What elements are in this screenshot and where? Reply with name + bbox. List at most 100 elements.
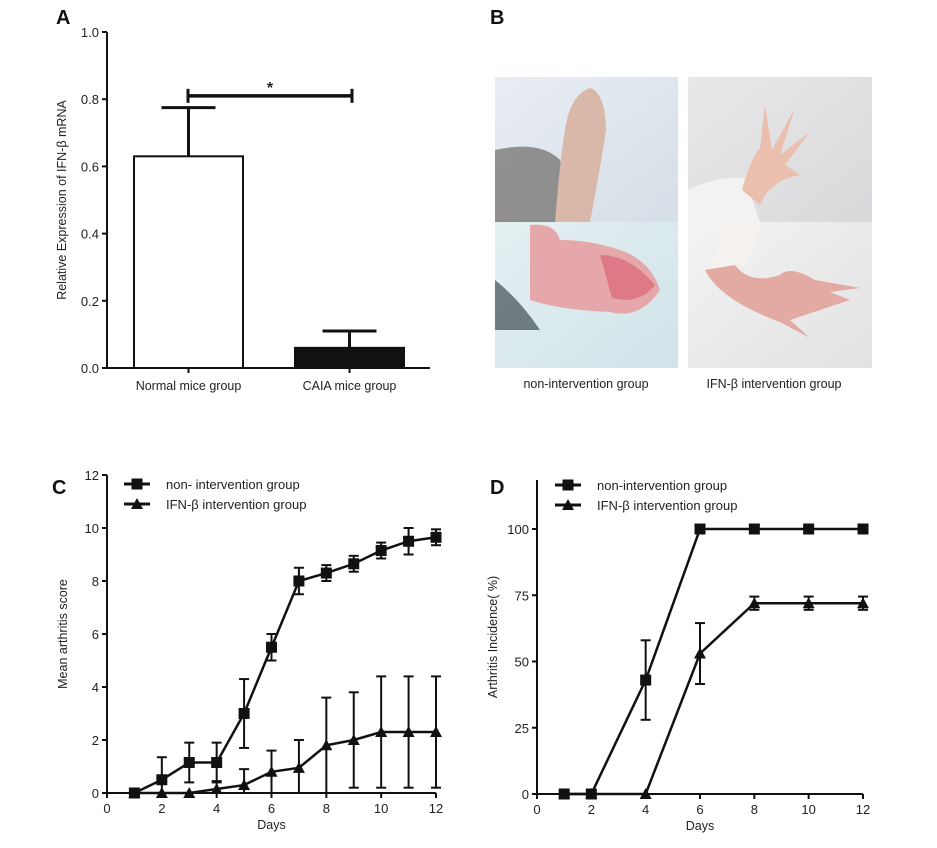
photo-non-intervention-top xyxy=(495,77,678,222)
x-tick-label: 4 xyxy=(642,802,649,817)
data-point xyxy=(402,726,415,738)
data-point xyxy=(155,787,168,798)
panel-label-d: D xyxy=(490,477,504,499)
x-tick-label: 4 xyxy=(213,801,220,816)
x-tick-label: 12 xyxy=(856,802,870,817)
data-point xyxy=(857,597,869,609)
panel-label-c: C xyxy=(52,477,66,499)
x-tick-label: 10 xyxy=(374,801,388,816)
y-tick-label: 0.2 xyxy=(81,294,99,309)
x-tick-label: 6 xyxy=(696,802,703,817)
x-axis-label: Days xyxy=(257,818,285,832)
panel-a-bar-chart: 0.0 0.2 0.4 0.6 0.8 1.0 Relative Expression of… xyxy=(55,25,430,393)
y-tick-label: 0.6 xyxy=(81,159,99,174)
data-point xyxy=(694,523,706,535)
photo-ifn-intervention-bottom xyxy=(688,222,872,368)
legend-label: non-intervention group xyxy=(597,478,727,493)
x-tick-label: 8 xyxy=(323,801,330,816)
y-tick-label: 0.0 xyxy=(81,361,99,376)
y-tick-label: 6 xyxy=(92,627,99,642)
data-point xyxy=(802,597,815,609)
data-point xyxy=(375,726,388,738)
legend-label: IFN-β intervention group xyxy=(597,498,737,513)
data-point xyxy=(238,708,250,719)
data-point xyxy=(803,523,815,535)
y-tick-label: 1.0 xyxy=(81,25,99,40)
photo-caption-ifn-intervention: IFN-β intervention group xyxy=(706,377,841,391)
series-line xyxy=(564,527,863,796)
panel-c-line-chart: 0 2 4 6 8 10 12 0 2 4 6 8 10 12 Days Mean arthritis sco… xyxy=(56,468,443,832)
y-tick-label: 0 xyxy=(522,787,529,802)
panel-label-b: B xyxy=(490,7,504,29)
x-category-label: Normal mice group xyxy=(136,379,242,393)
data-point xyxy=(639,788,652,799)
x-tick-label: 8 xyxy=(751,802,758,817)
legend-marker xyxy=(562,499,574,510)
data-point xyxy=(265,765,278,777)
data-point xyxy=(430,531,442,543)
data-point xyxy=(266,641,277,653)
photo-caption-non-intervention: non-intervention group xyxy=(523,377,648,391)
y-axis-label: Relative Expression of IFN-β mRNA xyxy=(55,100,69,300)
data-point xyxy=(210,783,223,795)
y-tick-label: 75 xyxy=(515,588,529,603)
y-tick-label: 0 xyxy=(92,786,99,801)
x-tick-label: 2 xyxy=(588,802,595,817)
y-tick-label: 50 xyxy=(515,655,529,670)
data-point xyxy=(293,575,305,587)
data-point xyxy=(183,757,195,769)
legend-item: IFN-β intervention group xyxy=(555,498,737,513)
legend-item: non-intervention group xyxy=(555,478,727,493)
series-line xyxy=(564,601,863,796)
series-non-intervention xyxy=(558,523,869,800)
series-line xyxy=(134,730,436,795)
x-category-label: CAIA mice group xyxy=(303,379,397,393)
series-ifn-intervention xyxy=(128,675,442,798)
data-point xyxy=(585,788,598,799)
data-point xyxy=(156,774,168,786)
bar-caia xyxy=(294,346,405,369)
data-point xyxy=(348,558,360,570)
data-point xyxy=(694,647,706,659)
data-point xyxy=(238,779,251,791)
x-tick-label: 6 xyxy=(268,801,275,816)
y-tick-label: 100 xyxy=(507,522,529,537)
x-axis-label: Days xyxy=(686,819,714,833)
data-point xyxy=(430,726,442,738)
x-tick-label: 0 xyxy=(533,802,540,817)
data-point xyxy=(292,761,305,773)
significance-marker: * xyxy=(267,80,274,97)
legend-marker xyxy=(131,498,143,509)
panel-b-photos: non-intervention group IFN-β interventio… xyxy=(495,77,872,391)
series-line xyxy=(133,536,437,795)
legend-marker xyxy=(131,478,143,490)
photo-non-intervention-bottom xyxy=(495,222,678,368)
data-point xyxy=(748,597,761,609)
data-point xyxy=(320,567,332,579)
series-non-intervention xyxy=(128,527,442,799)
data-point xyxy=(347,734,360,745)
series-ifn-intervention xyxy=(558,595,869,799)
legend-item: IFN-β intervention group xyxy=(124,497,306,512)
data-point xyxy=(748,523,760,535)
data-point xyxy=(558,788,571,799)
data-point xyxy=(857,523,869,535)
x-tick-label: 0 xyxy=(103,801,110,816)
data-point xyxy=(211,757,223,769)
y-axis-label: Mean arthritis score xyxy=(56,579,70,689)
y-axis-label: Arthritis Incidence( %) xyxy=(486,576,500,698)
legend-marker xyxy=(562,479,574,491)
y-tick-label: 10 xyxy=(85,521,99,536)
x-tick-label: 2 xyxy=(158,801,165,816)
bar-normal xyxy=(133,155,244,369)
photo-ifn-intervention-top xyxy=(688,77,872,222)
legend-item: non- intervention group xyxy=(124,477,300,492)
x-tick-label: 12 xyxy=(429,801,443,816)
y-tick-label: 0.8 xyxy=(81,92,99,107)
y-tick-label: 4 xyxy=(92,680,99,695)
panel-d-line-chart: 0 25 50 75 100 0 2 4 6 8 10 12 Days Arthritis Inciden… xyxy=(486,478,870,833)
y-tick-label: 2 xyxy=(92,733,99,748)
y-tick-label: 25 xyxy=(515,721,529,736)
data-point xyxy=(183,787,196,798)
